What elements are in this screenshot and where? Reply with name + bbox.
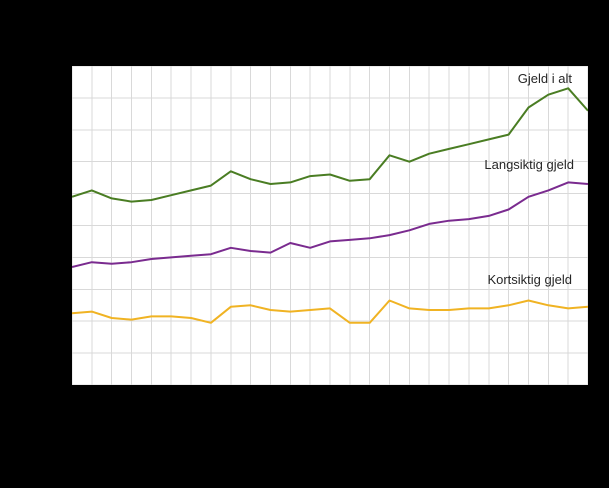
chart-plot-svg: [72, 66, 588, 385]
chart-panel: Gjeld i alt Langsiktig gjeld Kortsiktig …: [72, 66, 588, 385]
series-label-total: Gjeld i alt: [517, 71, 572, 86]
series-label-short-term: Kortsiktig gjeld: [487, 272, 572, 287]
series-label-long-term: Langsiktig gjeld: [484, 157, 574, 172]
